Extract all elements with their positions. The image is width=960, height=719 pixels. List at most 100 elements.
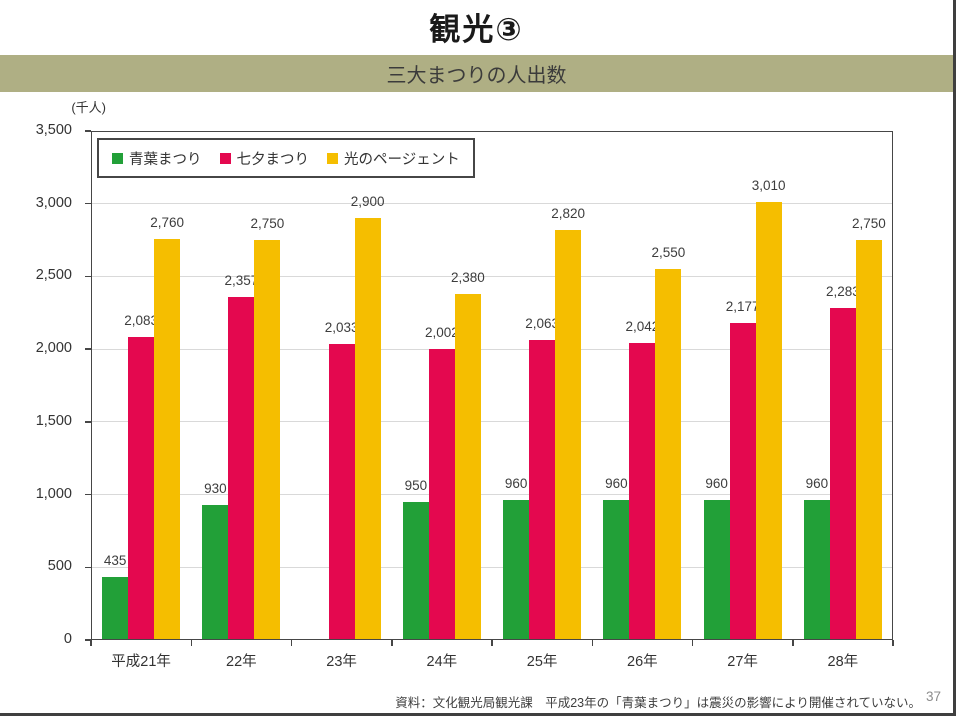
bar-光のページェント-27年: [755, 202, 782, 640]
bar-value-label: 960: [504, 476, 528, 492]
x-axis-label: 28年: [827, 654, 859, 670]
y-axis-label: 500: [47, 558, 72, 575]
legend-swatch-icon: [112, 152, 123, 164]
bar-value-label: 950: [404, 477, 428, 493]
plot-area-border: [91, 131, 893, 640]
chart-subtitle: 三大まつりの人出数: [386, 65, 567, 87]
y-axis-unit-label: (千人): [71, 100, 106, 115]
y-axis-label: 1,000: [35, 485, 72, 502]
gridline: [91, 494, 893, 496]
gridline: [91, 566, 893, 568]
bar-青葉まつり-26年: [603, 500, 630, 640]
x-axis-tick: [491, 640, 493, 646]
legend-swatch-icon: [219, 152, 231, 164]
subtitle-banner: 三大まつりの人出数: [0, 55, 953, 92]
x-axis-tick: [892, 640, 894, 646]
bar-光のページェント-24年: [454, 293, 481, 640]
bar-光のページェント-28年: [855, 240, 882, 640]
bar-七夕まつり-27年: [729, 323, 756, 640]
bar-value-label: 930: [204, 480, 227, 496]
y-axis-tick: [85, 639, 91, 641]
bar-value-label: 3,010: [751, 178, 786, 194]
bar-光のページェント-25年: [555, 229, 582, 640]
legend-label: 七夕まつり: [236, 151, 310, 168]
y-axis-label: 2,000: [35, 340, 72, 357]
page-number: 37: [926, 689, 942, 704]
legend-label: 青葉まつり: [129, 151, 202, 168]
y-axis-label: 1,500: [35, 412, 72, 429]
bar-七夕まつり-平成21年: [128, 337, 155, 640]
y-axis-tick: [85, 493, 91, 496]
gridline: [91, 203, 893, 205]
bar-value-label: 435: [103, 552, 127, 568]
x-axis-label: 27年: [727, 654, 758, 670]
bar-value-label: 2,177: [725, 299, 760, 315]
bar-value-label: 2,750: [851, 216, 886, 232]
legend-swatch-icon: [327, 152, 338, 164]
x-axis-label: 23年: [326, 654, 357, 670]
x-axis-label: 25年: [526, 654, 558, 670]
bar-青葉まつり-28年: [803, 500, 830, 640]
bar-七夕まつり-23年: [328, 344, 355, 640]
bar-青葉まつり-25年: [503, 500, 530, 640]
bar-value-label: 2,083: [124, 313, 159, 329]
gridline: [91, 348, 893, 350]
bar-光のページェント-22年: [254, 240, 281, 640]
x-axis-tick: [792, 640, 794, 646]
bar-value-label: 2,357: [224, 273, 259, 289]
x-axis-label: 24年: [426, 654, 458, 670]
page-title: 観光③: [429, 12, 524, 47]
bar-七夕まつり-22年: [228, 297, 255, 640]
x-axis-tick: [190, 640, 192, 646]
y-axis-tick: [85, 348, 91, 350]
legend-item: 青葉まつり: [112, 148, 202, 169]
slide-border-bottom: [0, 713, 956, 716]
bar-value-label: 2,283: [825, 283, 860, 299]
bar-七夕まつり-24年: [428, 348, 455, 640]
bar-value-label: 2,063: [525, 315, 560, 331]
x-axis-tick: [290, 640, 293, 646]
x-axis-tick: [90, 640, 92, 646]
bar-七夕まつり-25年: [529, 339, 556, 640]
bar-value-label: 960: [805, 476, 829, 492]
bar-value-label: 2,750: [250, 216, 285, 232]
chart-legend: 青葉まつり 七夕まつり 光のページェント: [97, 138, 475, 178]
bar-value-label: 2,820: [551, 205, 586, 221]
x-axis-label: 平成21年: [111, 654, 171, 670]
gridline: [91, 275, 893, 277]
x-axis-label: 26年: [627, 654, 658, 670]
y-axis-label: 2,500: [35, 267, 72, 284]
source-footnote: 資料：文化観光局観光課 平成23年の「青葉まつり」は震災の影響により開催されてい…: [395, 696, 921, 710]
x-axis-tick: [391, 640, 393, 646]
x-axis-tick: [591, 640, 593, 646]
bar-光のページェント-平成21年: [154, 238, 181, 640]
bar-青葉まつり-24年: [402, 501, 429, 640]
legend-label: 光のページェント: [344, 151, 460, 168]
bar-value-label: 2,550: [651, 245, 686, 261]
bar-七夕まつり-26年: [629, 343, 656, 640]
bar-value-label: 2,900: [350, 194, 385, 210]
bar-七夕まつり-28年: [829, 307, 856, 640]
bar-光のページェント-23年: [354, 218, 381, 640]
y-axis-label: 3,000: [35, 194, 72, 211]
y-axis-tick: [85, 275, 91, 278]
slide-border-right: [953, 0, 956, 716]
bar-青葉まつり-22年: [202, 504, 229, 640]
legend-item: 七夕まつり: [219, 148, 310, 169]
y-axis-tick: [85, 202, 91, 205]
x-axis-label: 22年: [226, 654, 257, 670]
bar-value-label: 2,033: [324, 320, 359, 336]
bar-value-label: 960: [705, 476, 728, 492]
y-axis-label: 3,500: [35, 122, 72, 138]
bar-value-label: 960: [605, 476, 628, 492]
bar-光のページェント-26年: [655, 269, 682, 640]
bar-value-label: 2,002: [424, 324, 459, 340]
bar-value-label: 2,042: [625, 319, 660, 335]
bar-青葉まつり-27年: [703, 500, 730, 640]
bar-青葉まつり-平成21年: [102, 576, 129, 640]
y-axis-tick: [85, 421, 91, 423]
x-axis-tick: [691, 640, 694, 646]
bar-value-label: 2,380: [450, 269, 485, 285]
